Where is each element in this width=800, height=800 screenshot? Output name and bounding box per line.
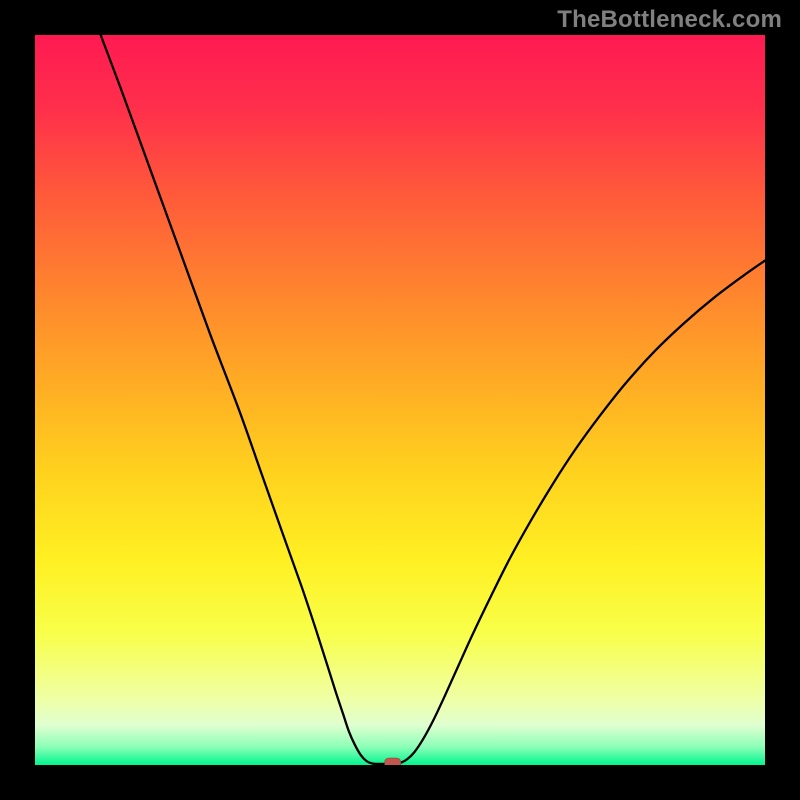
gradient-background (35, 35, 765, 765)
bottleneck-chart (35, 35, 765, 765)
outer-frame: TheBottleneck.com (0, 0, 800, 800)
optimal-point-marker (385, 758, 401, 765)
plot-area (35, 35, 765, 765)
watermark-text: TheBottleneck.com (557, 6, 782, 34)
